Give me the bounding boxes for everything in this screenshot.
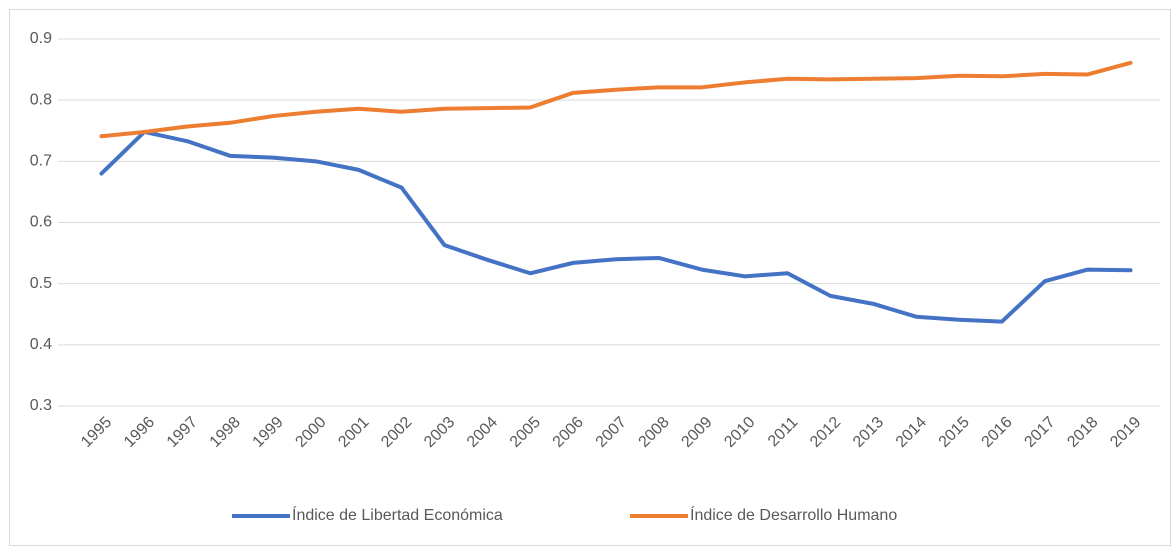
legend-label: Índice de Desarrollo Humano [690,505,897,524]
y-tick-label: 0.6 [30,214,52,231]
y-tick-label: 0.5 [30,275,52,292]
y-tick-label: 0.9 [30,30,52,47]
y-tick-label: 0.8 [30,91,52,108]
chart-border [9,9,1171,546]
y-tick-label: 0.3 [30,397,52,414]
legend-label: Índice de Libertad Económica [292,505,503,524]
series-line [99,129,1133,324]
y-tick-label: 0.7 [30,153,52,170]
series-line [99,60,1133,139]
y-tick-label: 0.4 [30,336,52,353]
